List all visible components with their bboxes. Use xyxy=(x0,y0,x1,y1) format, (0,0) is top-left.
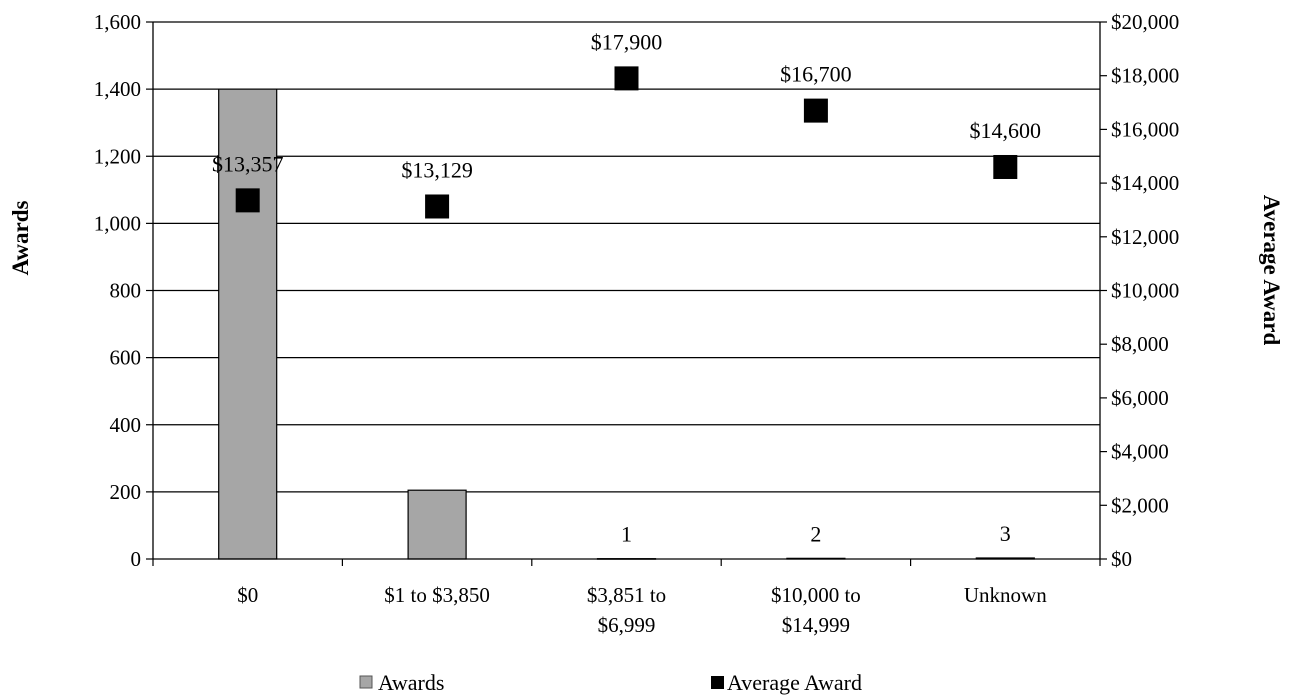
legend-awards-label: Awards xyxy=(378,670,444,695)
left-tick-label-1: 200 xyxy=(110,480,142,504)
legend: Awards Average Award xyxy=(359,670,862,695)
left-tick-label-2: 400 xyxy=(110,413,142,437)
legend-average-award-swatch xyxy=(711,676,724,689)
right-axis-ticks: $0 $2,000 $4,000 $6,000 $8,000 $10,000 $12,000… xyxy=(1111,10,1179,571)
right-tick-label-7: $14,000 xyxy=(1111,171,1179,195)
right-tick-label-9: $18,000 xyxy=(1111,64,1179,88)
category-label-0-line-0: $0 xyxy=(237,583,258,607)
bar-data-label-4: 3 xyxy=(1000,521,1011,546)
left-tick-label-6: 1,200 xyxy=(94,144,141,168)
bar-1 xyxy=(407,489,467,560)
bar-0 xyxy=(218,88,278,560)
right-tick-label-2: $4,000 xyxy=(1111,440,1169,464)
left-tick-label-4: 800 xyxy=(110,279,142,303)
category-label-1: $1 to $3,850 xyxy=(384,583,490,607)
category-label-3: $10,000 to $14,999 xyxy=(771,583,861,637)
right-tick-label-0: $0 xyxy=(1111,547,1132,571)
category-label-0: $0 xyxy=(237,583,258,607)
right-tick-label-10: $20,000 xyxy=(1111,10,1179,34)
legend-awards-swatch xyxy=(359,675,373,689)
data-labels: 1 2 3 $13,357 $13,129 $17,900 $16,700 $14,600 xyxy=(212,29,1041,546)
left-axis-ticks: 0 200 400 600 800 1,000 1,200 1,400 1,600 xyxy=(94,10,141,571)
average-award-marker-4 xyxy=(993,154,1018,179)
right-tick-label-1: $2,000 xyxy=(1111,493,1169,517)
average-award-marker-1 xyxy=(425,194,450,219)
left-tick-label-8: 1,600 xyxy=(94,10,141,34)
category-label-4: Unknown xyxy=(964,583,1047,607)
category-labels: $0 $1 to $3,850 $3,851 to $6,999$10,000 to $… xyxy=(237,583,1047,637)
right-tick-label-8: $16,000 xyxy=(1111,117,1179,141)
category-label-1-line-0: $1 to $3,850 xyxy=(384,583,490,607)
average-award-marker-2 xyxy=(614,66,639,91)
average-award-label-1: $13,129 xyxy=(401,157,473,182)
bar-data-label-3: 2 xyxy=(810,521,821,546)
left-tick-label-0: 0 xyxy=(131,547,142,571)
left-tick-label-5: 1,000 xyxy=(94,211,141,235)
category-label-2-line-0: $3,851 to xyxy=(587,583,666,607)
right-tick-label-5: $10,000 xyxy=(1111,279,1179,303)
right-tick-label-3: $6,000 xyxy=(1111,386,1169,410)
average-award-markers xyxy=(235,66,1018,219)
category-label-2: $3,851 to $6,999 xyxy=(587,583,666,637)
legend-average-award-label: Average Award xyxy=(727,670,862,695)
right-tick-label-6: $12,000 xyxy=(1111,225,1179,249)
category-label-3-line-0: $10,000 to xyxy=(771,583,861,607)
left-tick-label-7: 1,400 xyxy=(94,77,141,101)
right-axis-title: Average Award xyxy=(1259,195,1284,346)
category-label-4-line-0: Unknown xyxy=(964,583,1047,607)
awards-bars xyxy=(218,88,1035,560)
average-award-label-0: $13,357 xyxy=(212,151,284,176)
right-tick-label-4: $8,000 xyxy=(1111,332,1169,356)
axes xyxy=(146,21,1107,566)
average-award-label-3: $16,700 xyxy=(780,62,852,87)
average-award-label-4: $14,600 xyxy=(970,118,1042,143)
category-label-2-line-1: $6,999 xyxy=(598,613,656,637)
average-award-marker-3 xyxy=(803,98,828,123)
bar-data-label-2: 1 xyxy=(621,522,632,547)
gridlines xyxy=(153,21,1100,493)
average-award-marker-0 xyxy=(235,188,260,213)
category-label-3-line-1: $14,999 xyxy=(782,613,850,637)
average-award-label-2: $17,900 xyxy=(591,29,663,54)
left-axis-title: Awards xyxy=(8,200,33,275)
left-tick-label-3: 600 xyxy=(110,346,142,370)
